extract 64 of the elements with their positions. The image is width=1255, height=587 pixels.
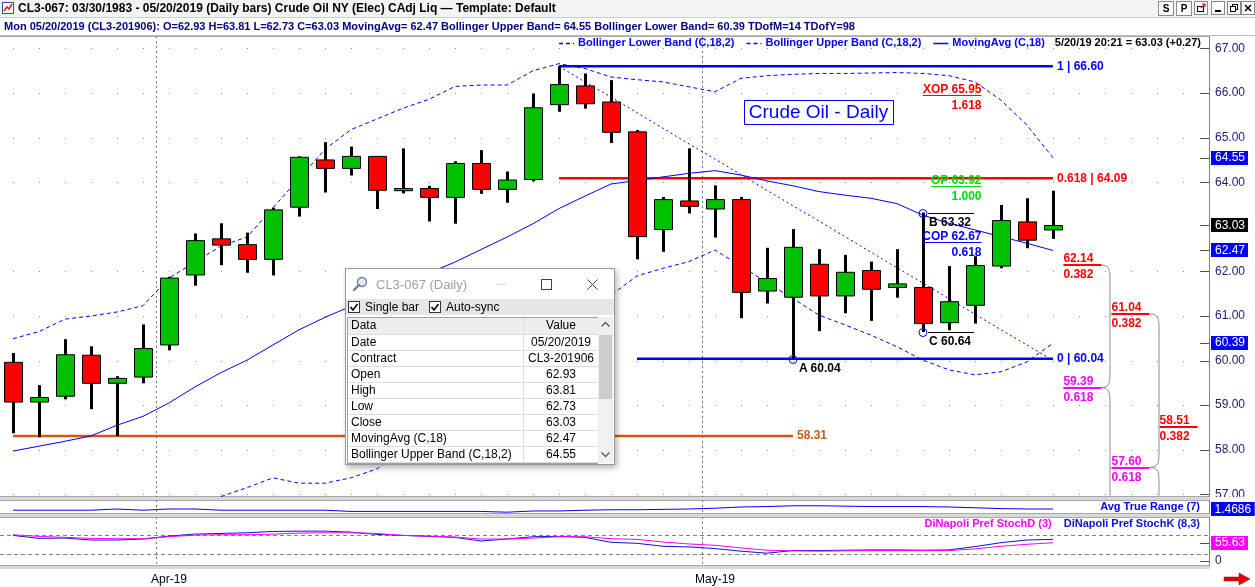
annotation: C 60.64: [929, 333, 972, 348]
text: 1.4686: [1214, 501, 1252, 516]
legend-label: Bollinger Lower Band (C,18,2): [578, 36, 735, 49]
text: 05/20/2019: [530, 335, 592, 349]
text: 62.93: [545, 367, 577, 381]
ref-line-label: 59.39 0.618: [1063, 374, 1094, 405]
y-tick-label: 66.00: [1215, 85, 1246, 100]
y-tick-label: 0: [1215, 553, 1222, 568]
data-label: 0.618 | 64.09: [1057, 170, 1128, 185]
category-label: Low: [348, 399, 524, 414]
annotation: Value: [545, 318, 577, 334]
category-label: Date: [348, 335, 524, 350]
text: 63.81: [545, 383, 577, 397]
ref-line-label: 57.60 0.618: [1111, 454, 1142, 485]
text: CL3-067 (Daily): [376, 277, 468, 293]
annotation: Single bar: [365, 300, 420, 314]
y-tick-label: 57.00: [1215, 486, 1246, 501]
annotation: Data: [348, 318, 524, 334]
ref-line-label: 61.04 0.382: [1111, 300, 1142, 331]
text: P: [1176, 1, 1192, 16]
data-label: 0 | 60.04: [1057, 351, 1105, 366]
y-tick-label: 58.00: [1215, 442, 1246, 457]
y-tick-label: 65.00: [1215, 129, 1246, 144]
y-tick-label: 62.47: [1215, 242, 1246, 257]
y-tick-label: 67.00: [1215, 40, 1246, 55]
y-tick-label: 61.00: [1215, 308, 1246, 323]
text: Crude Oil - Daily: [748, 101, 889, 123]
text: CL3-067: 03/30/1983 - 05/20/2019 (Daily bars) Crude Oil NY (Elec) CAdj Liq — Template: Default: [18, 1, 556, 16]
annotation: Auto-sync: [446, 300, 500, 314]
text: 62.47: [545, 431, 577, 445]
y-tick-label: 64.00: [1215, 174, 1246, 189]
text: 63.03: [545, 415, 577, 429]
ref-line-label: 58.51 0.382: [1159, 413, 1190, 444]
category-label: High: [348, 383, 524, 398]
y-tick-label: 60.00: [1215, 352, 1246, 367]
text: CL3-201906: [527, 351, 595, 365]
series-label: DiNapoli Pref StochK (8,3): [1063, 517, 1201, 530]
x-tick-label: May-19: [694, 571, 736, 586]
ref-line-label: 62.14 0.382: [1063, 251, 1094, 282]
annotation: 5/20/19 20:21 = 63.03 (+0.27): [1054, 36, 1202, 49]
y-tick-label: 59.00: [1215, 397, 1246, 412]
text: 64.55: [545, 447, 577, 461]
data-label: 1 | 66.60: [1057, 58, 1105, 73]
text: S: [1158, 1, 1174, 16]
category-label: Open: [348, 367, 524, 382]
y-tick-label: 55.63: [1215, 535, 1246, 550]
legend-label: MovingAvg (C,18): [952, 36, 1046, 49]
y-tick-label: 63.03: [1215, 217, 1246, 232]
ref-line-label: XOP 65.95 1.618: [923, 81, 982, 112]
series-label: DiNapoli Pref StochD (3): [924, 517, 1053, 530]
category-label: Close: [348, 415, 524, 430]
annotation: A 60.04: [799, 360, 841, 375]
y-tick-label: 60.39: [1215, 335, 1246, 350]
legend-label: Bollinger Upper Band (C,18,2): [765, 36, 922, 49]
x-tick-label: Apr-19: [150, 571, 188, 586]
y-tick-label: 62.00: [1215, 263, 1246, 278]
data-label: 58.31: [797, 428, 828, 443]
category-label: MovingAvg (C,18): [348, 431, 524, 446]
text: 62.73: [545, 399, 577, 413]
category-label: Bollinger Upper Band (C,18,2): [348, 447, 524, 462]
chart-subtitle: Mon 05/20/2019 (CL3-201906): O=62.93 H=63.81 L=62.73 C=63.03 MovingAvg= 62.47 Bollinger Upper Band= 64.55 Bollinger Lower Band= 60.39 TDofM=14 TDofY=98: [4, 20, 855, 33]
y-tick-label: 64.55: [1215, 150, 1246, 165]
text: Avg True Range (7): [1100, 500, 1201, 513]
category-label: Contract: [348, 351, 524, 366]
